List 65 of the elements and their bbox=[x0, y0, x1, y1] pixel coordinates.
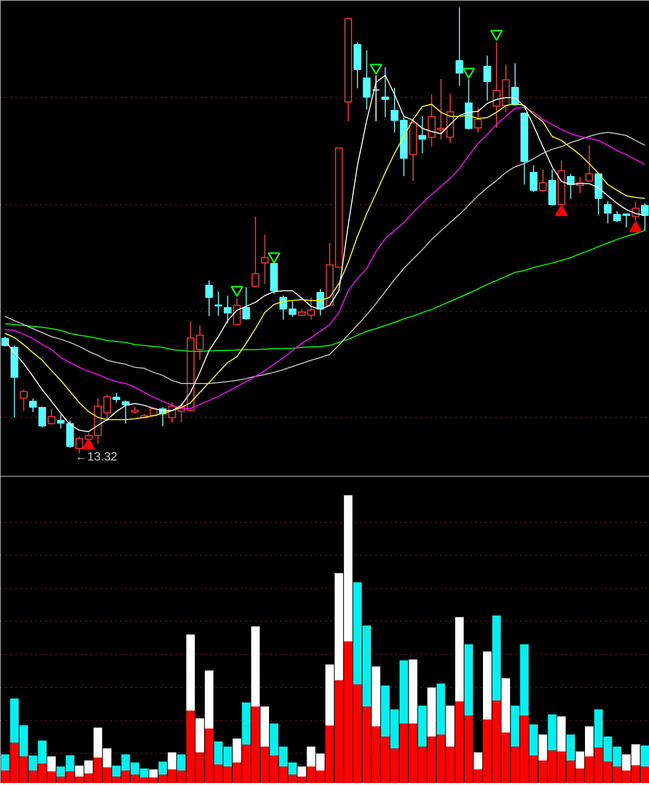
point bbox=[268, 252, 280, 264]
candlestick bbox=[260, 234, 269, 285]
candlestick bbox=[252, 216, 260, 288]
bar bbox=[446, 706, 454, 747]
candlestick bbox=[242, 286, 250, 320]
bar bbox=[177, 754, 186, 771]
candlestick bbox=[233, 298, 241, 326]
candlestick bbox=[362, 50, 371, 110]
bar bbox=[455, 617, 464, 702]
bar bbox=[557, 716, 566, 752]
bar bbox=[566, 734, 575, 760]
bar bbox=[482, 651, 492, 720]
bar bbox=[408, 660, 418, 724]
candlestick bbox=[604, 200, 612, 224]
bar bbox=[474, 752, 482, 770]
candlestick bbox=[103, 394, 111, 422]
bar bbox=[464, 644, 473, 716]
candlestick bbox=[530, 164, 538, 193]
bar bbox=[502, 678, 510, 732]
bar bbox=[260, 706, 269, 747]
bar bbox=[538, 734, 548, 760]
point bbox=[230, 286, 244, 297]
bar bbox=[548, 714, 556, 750]
candlestick bbox=[38, 406, 46, 428]
candlestick bbox=[483, 55, 492, 102]
point bbox=[370, 64, 382, 75]
bar bbox=[298, 766, 306, 777]
bar bbox=[529, 724, 538, 756]
candlestick bbox=[29, 398, 37, 413]
candlestick bbox=[511, 62, 519, 106]
bar bbox=[47, 756, 56, 772]
candlestick bbox=[456, 7, 464, 86]
candlestick bbox=[307, 296, 315, 320]
bar bbox=[251, 626, 260, 707]
bar bbox=[427, 688, 436, 737]
bar bbox=[418, 706, 427, 747]
candlestick bbox=[56, 414, 65, 430]
point bbox=[462, 68, 475, 79]
candlestick bbox=[585, 144, 594, 182]
candlestick bbox=[112, 392, 120, 404]
bar bbox=[0, 754, 10, 771]
bar bbox=[186, 634, 195, 711]
bar bbox=[168, 752, 176, 770]
candlestick bbox=[381, 66, 390, 118]
bar bbox=[492, 615, 501, 700]
candlestick bbox=[66, 420, 74, 448]
bar bbox=[149, 769, 158, 778]
bar bbox=[436, 683, 446, 734]
candlestick bbox=[48, 408, 56, 425]
point bbox=[82, 438, 95, 450]
point bbox=[490, 30, 503, 41]
annotation: ←13.32 bbox=[75, 449, 118, 464]
candlestick bbox=[418, 116, 426, 154]
candlestick bbox=[20, 388, 28, 412]
bar bbox=[232, 738, 242, 762]
bar bbox=[158, 762, 168, 775]
bar bbox=[372, 666, 380, 726]
bar bbox=[242, 702, 250, 745]
candlestick bbox=[641, 202, 649, 231]
bar bbox=[640, 745, 649, 766]
candlestick bbox=[474, 107, 482, 133]
candlestick bbox=[539, 168, 547, 193]
candlestick bbox=[205, 280, 213, 317]
candlestick bbox=[224, 295, 232, 324]
candlestick bbox=[214, 291, 222, 316]
